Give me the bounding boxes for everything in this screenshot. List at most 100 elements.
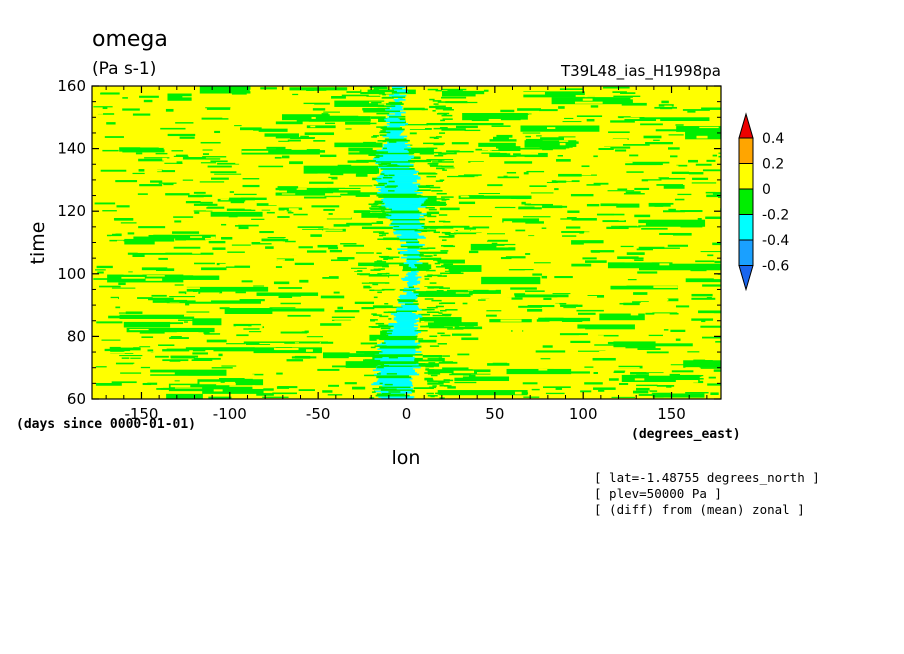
field-streak [234, 193, 257, 196]
field-streak [421, 125, 436, 129]
field-band-edge [428, 362, 436, 364]
field-streak [123, 272, 143, 275]
field-streak [541, 374, 550, 377]
field-negative-band [380, 370, 415, 373]
chart-units: (Pa s-1) [92, 59, 156, 79]
field-streak [148, 104, 176, 107]
field-band-edge [368, 154, 380, 156]
field-streak [132, 172, 145, 175]
field-band-edge [367, 286, 372, 289]
field-band-edge [429, 98, 435, 101]
field-band-edge [441, 199, 447, 201]
field-streak [189, 205, 208, 208]
field-streak [521, 201, 526, 205]
field-negative-band [387, 141, 408, 143]
field-streak [687, 110, 696, 113]
field-streak [318, 228, 329, 230]
field-patch [179, 300, 261, 304]
field-streak [589, 143, 612, 146]
field-streak [236, 334, 249, 337]
field-streak [710, 395, 721, 398]
field-streak [559, 140, 569, 142]
y-axis-label: time [27, 222, 49, 265]
field-streak [615, 149, 627, 152]
field-streak [691, 297, 716, 300]
field-band-edge [369, 352, 380, 354]
field-patch [454, 376, 510, 382]
field-streak [597, 284, 608, 287]
field-band-edge [438, 153, 447, 155]
field-streak [309, 181, 334, 184]
field-streak [645, 141, 673, 145]
field-streak [608, 378, 619, 381]
field-streak [702, 336, 721, 339]
field-streak [580, 390, 592, 393]
field-streak [520, 119, 540, 122]
field-streak [493, 136, 509, 140]
field-streak [340, 243, 357, 245]
field-patch [304, 132, 335, 136]
field-streak [638, 394, 667, 396]
field-streak [182, 179, 194, 181]
field-streak [371, 205, 387, 207]
colorbar-box [738, 137, 754, 164]
field-band-edge [378, 182, 388, 185]
field-streak [201, 117, 229, 120]
field-streak [321, 113, 329, 115]
field-streak [658, 177, 670, 179]
field-band-edge [429, 164, 438, 167]
field-streak [440, 373, 452, 376]
field-streak [593, 155, 598, 158]
field-streak [350, 301, 359, 305]
field-streak [701, 255, 721, 258]
field-streak [99, 285, 121, 288]
field-streak [165, 193, 190, 196]
field-streak [185, 237, 206, 241]
field-streak [592, 357, 616, 361]
field-negative-band [375, 186, 419, 189]
field-streak [98, 199, 112, 201]
field-streak [599, 350, 614, 354]
field-negative-band [375, 162, 410, 165]
field-band-edge [439, 287, 450, 289]
field-streak [423, 142, 445, 145]
field-streak [314, 138, 319, 142]
field-patch [523, 91, 585, 98]
field-streak [621, 102, 647, 106]
field-streak [475, 148, 489, 152]
field-streak [481, 138, 491, 141]
field-band-edge [378, 232, 389, 235]
field-negative-band [394, 89, 407, 91]
field-streak [289, 161, 303, 165]
field-streak [422, 355, 443, 358]
field-negative-band [380, 152, 415, 155]
field-streak [256, 393, 274, 396]
field-streak [345, 368, 365, 371]
field-streak [193, 357, 221, 360]
field-streak [418, 313, 430, 316]
field-streak [584, 382, 603, 385]
field-negative-band [383, 139, 410, 142]
field-streak [407, 189, 431, 191]
field-streak [472, 297, 493, 299]
field-band-edge [373, 184, 385, 186]
field-patch [502, 218, 540, 223]
field-streak [279, 294, 302, 297]
field-streak [349, 185, 373, 187]
field-negative-band [375, 394, 410, 397]
field-streak [466, 238, 488, 241]
field-streak [327, 340, 334, 342]
field-band-edge [438, 214, 448, 216]
field-streak [151, 294, 167, 297]
field-streak [279, 325, 298, 328]
field-streak [237, 268, 266, 271]
field-band-edge [382, 208, 393, 211]
field-negative-band [384, 341, 415, 343]
field-streak [151, 311, 176, 313]
field-streak [230, 374, 255, 376]
field-negative-band [399, 252, 420, 255]
field-streak [610, 120, 635, 123]
field-streak [464, 129, 481, 132]
field-streak [525, 221, 544, 224]
field-streak [251, 218, 265, 220]
